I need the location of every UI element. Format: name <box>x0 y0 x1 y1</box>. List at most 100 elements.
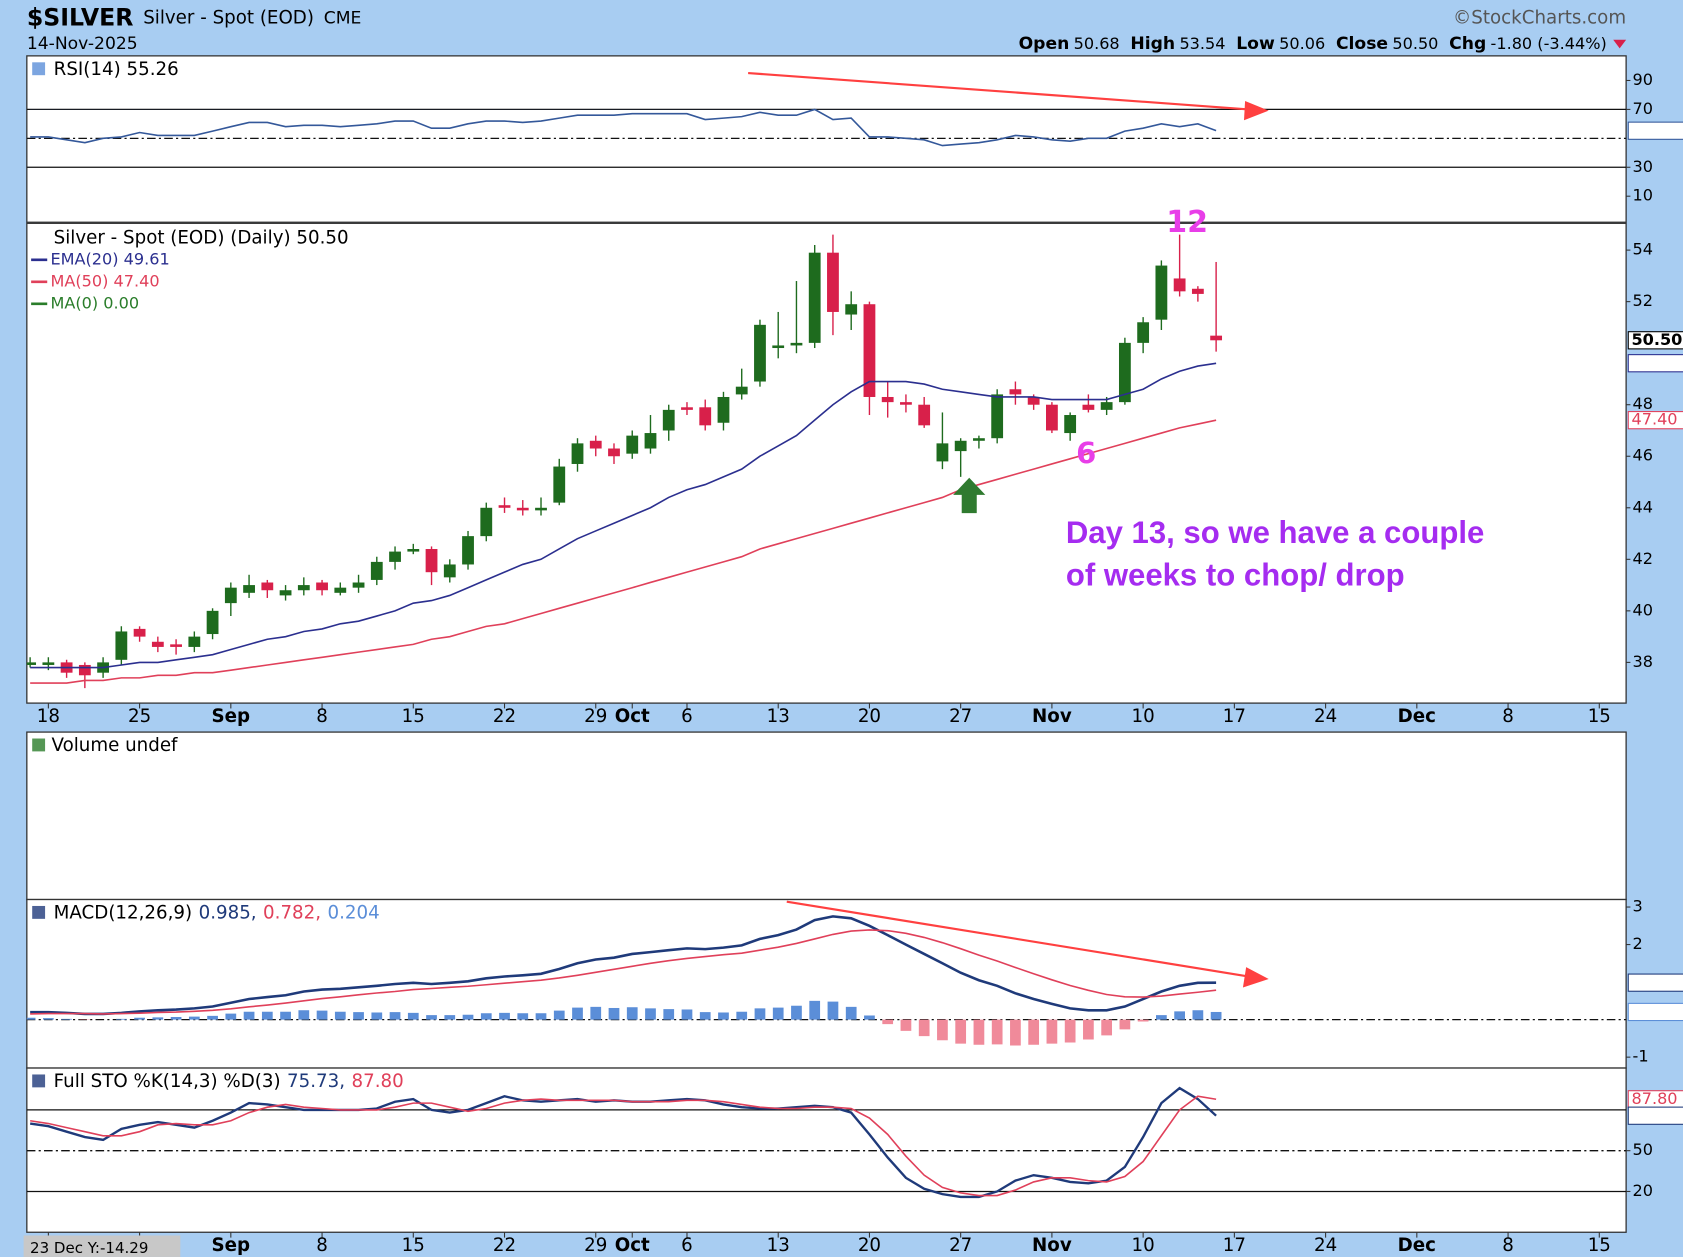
annotation: 6 <box>1076 436 1096 470</box>
x-tick-label: 15 <box>402 1235 425 1256</box>
candle-body <box>42 662 55 665</box>
histogram-bar <box>572 1007 583 1020</box>
y-tick-label: 50 <box>1633 1140 1653 1159</box>
histogram-bar <box>152 1017 164 1020</box>
crosshair-readout: 23 Dec Y:-14.29 <box>30 1239 148 1257</box>
legend-entry: MA(0) 0.00 <box>50 293 139 312</box>
pane <box>26 1067 1627 1233</box>
value-marker-label: 87.80 <box>1631 1089 1677 1108</box>
histogram-bar <box>389 1012 401 1020</box>
candle-body <box>78 664 91 676</box>
x-tick-label: 18 <box>37 706 60 727</box>
legend-entry: EMA(20) 49.61 <box>50 249 169 268</box>
y-tick-label: 2 <box>1633 934 1643 953</box>
x-tick-label: 8 <box>1502 1235 1514 1256</box>
candle-body <box>352 582 365 588</box>
x-tick-label: 8 <box>316 706 328 727</box>
histogram-bar <box>864 1015 875 1020</box>
candle-body <box>644 433 657 449</box>
histogram-bar <box>791 1005 802 1020</box>
histogram-bar <box>991 1019 1003 1045</box>
series-line <box>30 929 1217 1015</box>
x-tick-label: 13 <box>767 1235 790 1256</box>
histogram-bar <box>1137 1019 1149 1022</box>
x-tick-label: 15 <box>1588 1235 1611 1256</box>
histogram-bar <box>1046 1019 1058 1044</box>
candle-body <box>699 407 712 426</box>
legend-icon <box>32 905 46 919</box>
candle-body <box>991 394 1004 439</box>
histogram-bar <box>407 1012 419 1020</box>
x-tick-label: 22 <box>493 706 516 727</box>
quote-label: Low <box>1236 34 1275 54</box>
x-tick-label: 20 <box>858 706 881 727</box>
x-tick-label: Sep <box>212 706 251 727</box>
candle-body <box>808 252 821 343</box>
candle-body <box>1137 322 1150 343</box>
value-marker <box>1627 331 1683 350</box>
candle-body <box>224 587 237 604</box>
x-tick-label: 29 <box>584 706 607 727</box>
value-marker-label: 47.40 <box>1631 410 1677 429</box>
x-tick-label: 17 <box>1223 706 1246 727</box>
candle-body <box>1064 415 1077 434</box>
y-tick-label: 42 <box>1633 549 1653 568</box>
histogram-bar <box>280 1011 291 1020</box>
candle-body <box>243 585 255 593</box>
histogram-bar <box>115 1018 127 1020</box>
legend-icon <box>32 738 46 752</box>
legend-value: 0.782, <box>263 902 321 923</box>
candle-body <box>589 440 602 449</box>
trend-line <box>748 71 1251 111</box>
note: of weeks to chop/ drop <box>1066 558 1405 593</box>
candle-body <box>881 396 894 403</box>
histogram-bar <box>225 1013 237 1020</box>
pane-content <box>26 915 1627 1046</box>
x-tick-label: 15 <box>402 706 425 727</box>
chart-title: Silver - Spot (EOD) (Daily) 50.50 <box>54 227 349 248</box>
x-tick-label: Dec <box>1398 1235 1436 1256</box>
candle-body <box>1173 278 1186 292</box>
y-tick-label: 3 <box>1633 897 1643 916</box>
candle-body <box>1100 402 1113 410</box>
candle-body <box>334 587 347 593</box>
candle-body <box>973 438 985 441</box>
value-marker <box>1627 973 1683 992</box>
chart-title: Full STO %K(14,3) %D(3) <box>54 1071 281 1092</box>
legend: MACD(12,26,9) 0.985, 0.782, 0.204 <box>54 902 380 923</box>
down-triangle <box>1613 39 1627 49</box>
histogram-bar <box>772 1007 784 1020</box>
candle-body <box>206 610 219 635</box>
histogram-bar <box>681 1009 693 1020</box>
x-tick-label: 27 <box>949 1235 972 1256</box>
histogram-bar <box>1192 1010 1204 1020</box>
arrow-head <box>1242 967 1269 988</box>
y-tick-label: 52 <box>1633 291 1653 310</box>
x-tick-label: 15 <box>1588 706 1611 727</box>
value-marker <box>1627 1106 1683 1125</box>
histogram-bar <box>353 1012 364 1020</box>
histogram-bar <box>371 1012 383 1020</box>
histogram-bar <box>462 1014 474 1020</box>
histogram-bar <box>626 1007 638 1020</box>
histogram-bar <box>955 1019 967 1044</box>
x-tick-label: Dec <box>1398 706 1436 727</box>
y-tick-label: 44 <box>1633 497 1653 516</box>
histogram-bar <box>699 1012 711 1020</box>
histogram-bar <box>334 1011 346 1020</box>
candle-body <box>954 440 967 452</box>
candle-body <box>115 631 128 660</box>
quote-value: -1.80 (-3.44%) <box>1491 34 1607 53</box>
histogram-bar <box>188 1016 200 1020</box>
histogram-bar <box>736 1011 748 1020</box>
candle-body <box>936 443 949 462</box>
candle-body <box>754 324 766 382</box>
chart-header: $SILVER Silver - Spot (EOD) CME <box>27 3 362 31</box>
pane <box>26 898 1627 1069</box>
candle-body <box>279 590 292 596</box>
legend-value: 75.73, <box>287 1071 345 1092</box>
histogram-bar <box>480 1013 492 1020</box>
histogram-bar <box>243 1011 255 1020</box>
candle-body <box>316 582 328 591</box>
x-tick-label: 25 <box>128 706 151 727</box>
